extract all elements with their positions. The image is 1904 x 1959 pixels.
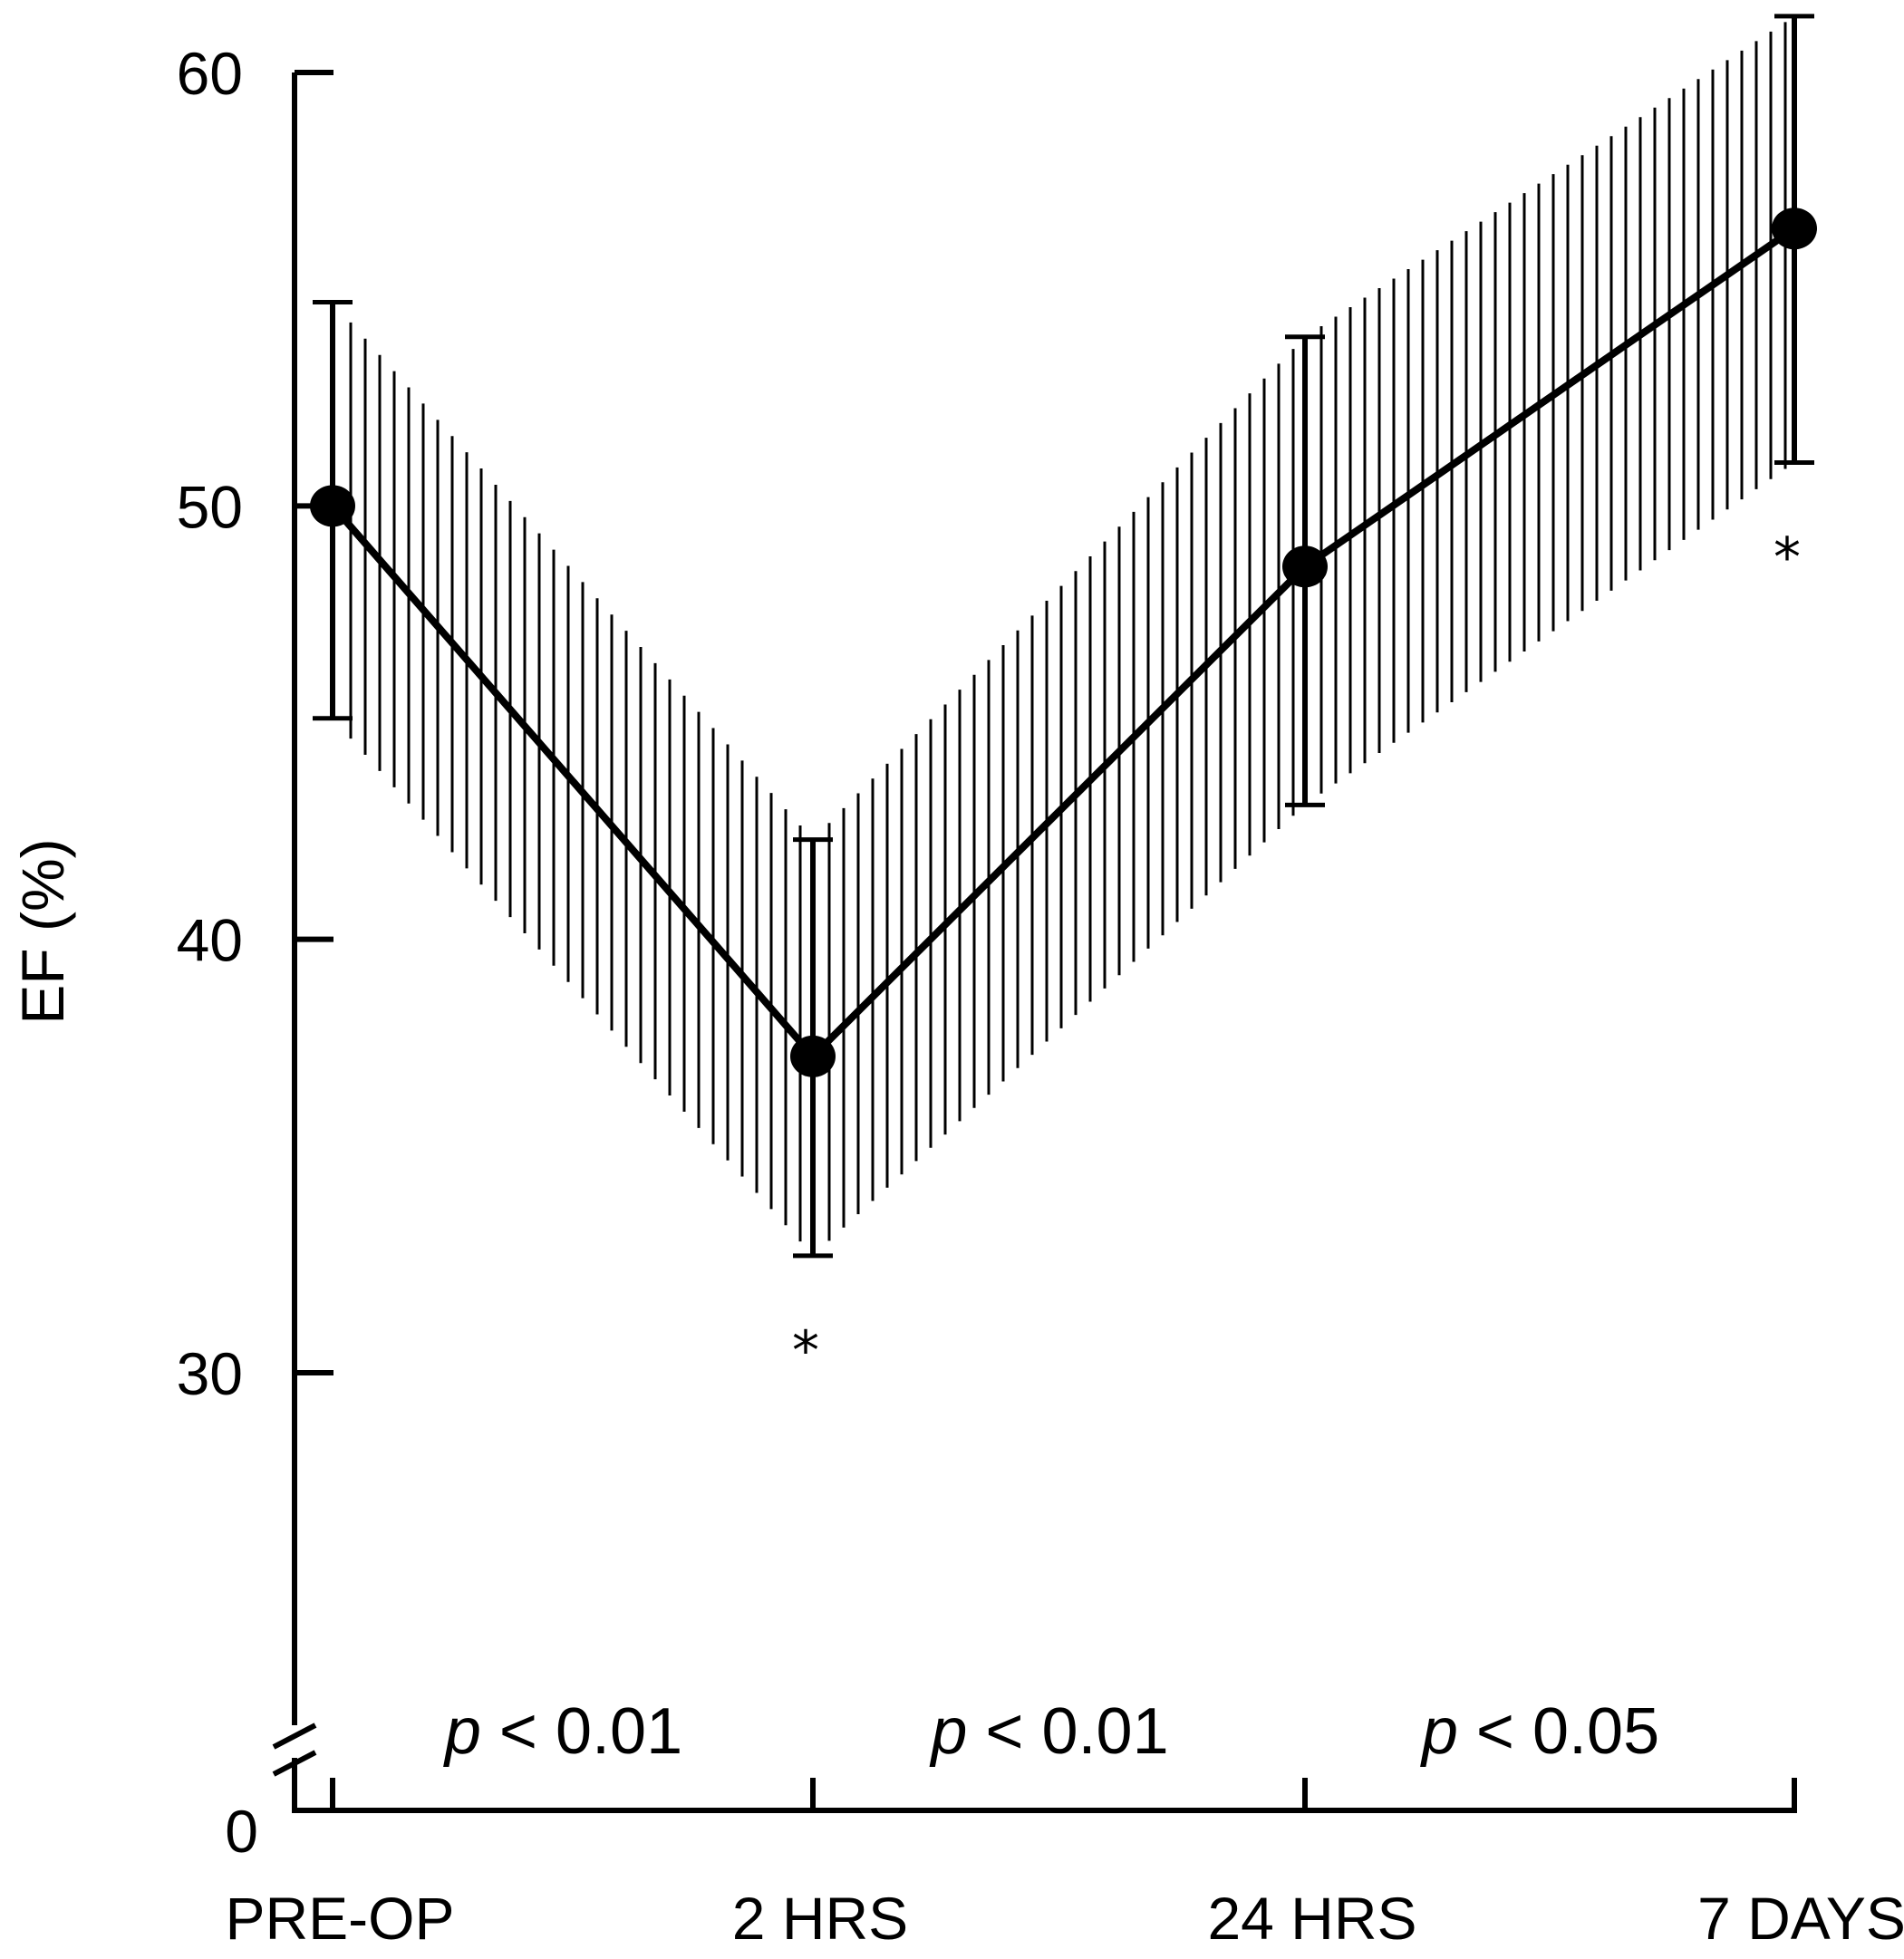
y-axis-title: EF (%) (9, 838, 76, 1024)
data-point (790, 1035, 836, 1077)
y-tick-label: 30 (177, 1340, 243, 1407)
p-threshold: < 0.01 (481, 1695, 682, 1768)
ef-series-line (329, 225, 1797, 1060)
y-tick-label: 40 (177, 907, 243, 974)
y-tick-label: 50 (177, 473, 243, 540)
p-symbol: p (443, 1695, 481, 1768)
p-threshold: < 0.01 (967, 1695, 1168, 1768)
data-point (1772, 207, 1817, 250)
p-value-label: p < 0.01 (929, 1695, 1168, 1768)
labels: EF (%) 0 30 40 50 60 PRE-OP 2 HRS 24 HRS 7 DAYS *… (9, 40, 1904, 1952)
y-tick-label: 0 (225, 1798, 258, 1865)
p-value-label: p < 0.01 (443, 1695, 682, 1768)
p-symbol: p (929, 1695, 967, 1768)
axis-break-mark (272, 1723, 317, 1750)
p-value-label: p < 0.05 (1420, 1695, 1659, 1768)
axis-break-mark (272, 1750, 317, 1777)
p-symbol: p (1420, 1695, 1458, 1768)
axes (272, 70, 1797, 1813)
data-point (1282, 545, 1328, 588)
data-points (310, 207, 1817, 1077)
y-tick-label: 60 (177, 40, 243, 107)
x-tick-label: PRE-OP (225, 1885, 454, 1952)
significance-marker: * (792, 1319, 819, 1383)
hatched-error-band (349, 22, 1787, 1242)
series-line (329, 225, 1797, 1060)
significance-marker: * (1774, 526, 1801, 590)
data-point (310, 485, 355, 527)
p-threshold: < 0.05 (1458, 1695, 1659, 1768)
x-tick-label: 7 DAYS (1697, 1885, 1904, 1952)
x-tick-label: 2 HRS (732, 1885, 908, 1952)
x-tick-label: 24 HRS (1207, 1885, 1416, 1952)
